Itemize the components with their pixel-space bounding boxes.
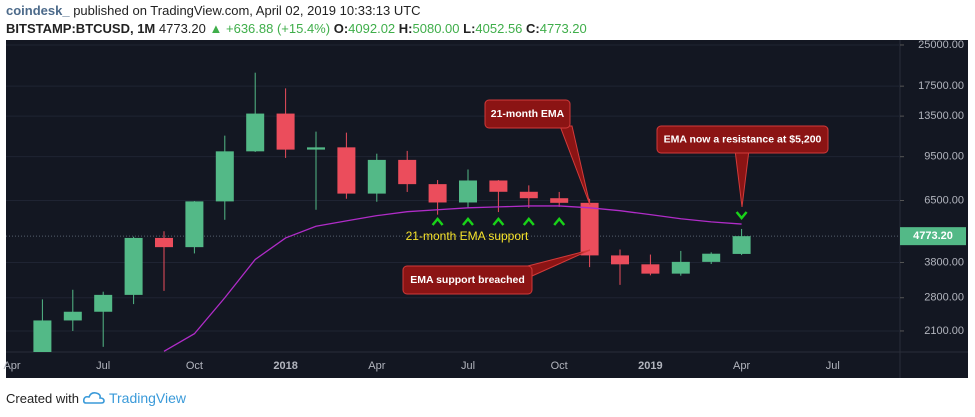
footer: Created with TradingView <box>6 390 186 406</box>
header: coindesk_ published on TradingView.com, … <box>6 2 587 38</box>
candle-body <box>489 180 508 192</box>
logo <box>82 392 105 404</box>
y-tick-label: 13500.00 <box>918 110 964 122</box>
x-tick-label: Apr <box>3 360 20 372</box>
candle-body <box>732 236 751 254</box>
ohlc-key: L: <box>463 21 476 36</box>
candle-body <box>246 113 265 152</box>
chevron-down <box>735 211 748 220</box>
candle-body <box>307 147 325 150</box>
x-tick-label: Apr <box>733 360 750 372</box>
candle-body <box>124 237 143 295</box>
chevron-up <box>553 217 566 226</box>
callout-box <box>656 125 829 154</box>
candle-body <box>33 320 52 352</box>
candle-body <box>185 201 204 248</box>
candle-body <box>550 198 569 203</box>
candle-body <box>641 264 660 274</box>
change: ▲ +636.88 (+15.4%) <box>209 21 331 36</box>
chart: 2100.00 2800.00 3800.00 6500.00 9500.00 13500… <box>3 39 968 378</box>
chart-background <box>6 40 968 378</box>
x-tick-label: 2019 <box>638 360 662 372</box>
header-line: BITSTAMP:BTCUSD, 1M 4773.20 ▲ +636.88 (+… <box>6 20 587 38</box>
symbol: BITSTAMP:BTCUSD, 1M <box>6 21 156 36</box>
ohlc-value: 5080.00 <box>412 21 460 36</box>
y-tick-label: 6500.00 <box>924 194 964 206</box>
price: 4773.20 <box>158 21 206 36</box>
chevron-up <box>492 217 505 226</box>
footer-prefix: Created with <box>6 390 79 406</box>
chevron-up <box>431 217 444 226</box>
author: coindesk_ <box>6 3 70 18</box>
callout-box <box>402 265 533 295</box>
candle-body <box>155 237 173 248</box>
candle-body <box>611 255 629 265</box>
candle-body <box>398 159 417 185</box>
candle-body <box>459 180 477 203</box>
candle-body <box>428 184 447 203</box>
last-price-box <box>900 227 966 246</box>
ohlc-value: 4052.56 <box>475 21 523 36</box>
ohlc-value: 4773.20 <box>539 21 587 36</box>
candle-body <box>276 113 295 150</box>
x-tick-label: Jul <box>461 360 475 372</box>
published: published on TradingView.com, April 02, … <box>69 3 421 18</box>
callout-text: EMA now a resistance at $5,200 <box>664 133 822 145</box>
candle-body <box>337 147 356 194</box>
y-tick-label: 2800.00 <box>924 292 964 304</box>
x-tick-label: Jul <box>96 360 110 372</box>
support-label: 21-month EMA support <box>406 229 529 243</box>
y-tick-label: 3800.00 <box>924 256 964 268</box>
x-tick-label: 2018 <box>273 360 297 372</box>
footer-brand: TradingView <box>108 390 187 406</box>
candle-body <box>671 261 690 274</box>
ema-line <box>163 205 742 352</box>
ohlc-key: H: <box>398 21 413 36</box>
callout-box <box>484 99 571 129</box>
x-tick-label: Oct <box>186 360 203 372</box>
candle-body <box>519 191 538 199</box>
ohlc-value: 4092.02 <box>348 21 396 36</box>
x-tick-label: Oct <box>551 360 568 372</box>
candle-body <box>215 151 234 202</box>
candle-body <box>580 202 599 256</box>
candle-body <box>702 253 721 262</box>
candle-body <box>94 294 113 312</box>
header-line: coindesk_ published on TradingView.com, … <box>6 2 587 20</box>
chevron-up <box>462 217 474 226</box>
plot-area <box>6 44 900 352</box>
chevron-up <box>522 217 535 226</box>
y-tick-label: 17500.00 <box>918 80 964 92</box>
callout-text: 21-month EMA <box>491 108 565 120</box>
last-price-label: 4773.20 <box>913 230 953 242</box>
y-tick-label: 2100.00 <box>924 325 964 337</box>
x-tick-label: Jul <box>826 360 840 372</box>
ohlc-key: O: <box>333 21 349 36</box>
y-tick-label: 9500.00 <box>924 151 964 163</box>
callout-text: EMA support breached <box>410 274 525 286</box>
candle-body <box>63 311 82 321</box>
x-tick-label: Apr <box>368 360 385 372</box>
candle-body <box>367 159 386 194</box>
ohlc-key: C: <box>526 21 540 36</box>
y-tick-label: 25000.00 <box>918 39 964 51</box>
